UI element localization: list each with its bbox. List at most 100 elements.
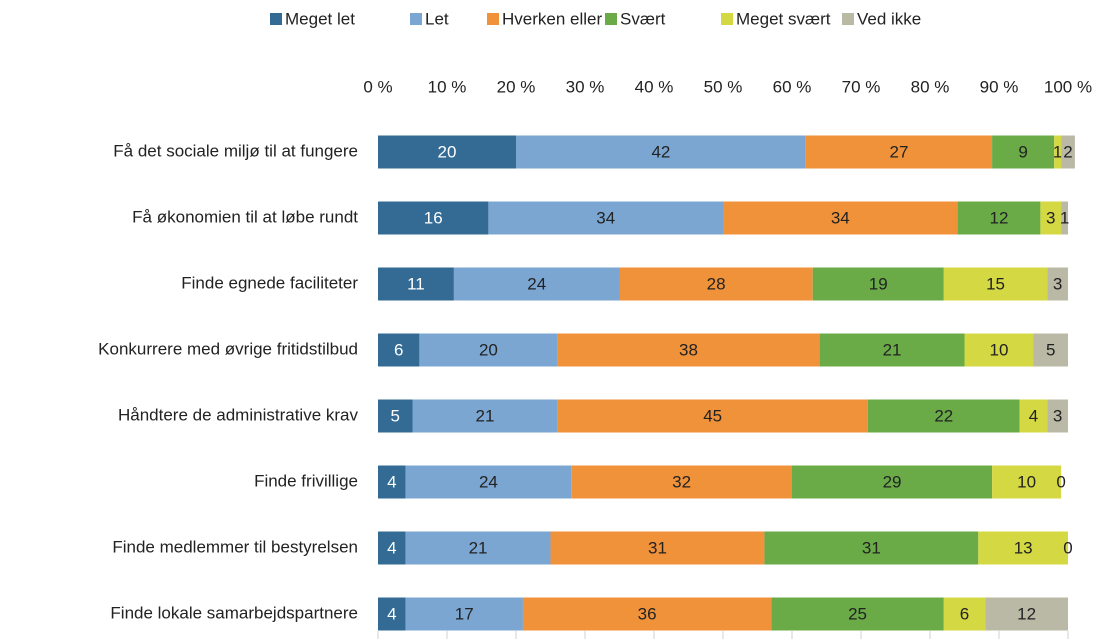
data-label: 4 (387, 472, 396, 491)
x-tick-label: 70 % (842, 77, 881, 96)
y-tick-label: Finde medlemmer til bestyrelsen (112, 537, 358, 556)
data-label: 11 (407, 274, 425, 293)
y-tick-label: Konkurrere med øvrige fritidstilbud (98, 339, 358, 358)
legend-label: Hverken eller (502, 9, 602, 28)
bar-segment (405, 597, 523, 631)
legend-swatch (410, 13, 422, 25)
data-label: 45 (703, 406, 722, 425)
bar-segment (550, 531, 765, 565)
bar-segment (1061, 201, 1068, 235)
data-label: 12 (1017, 604, 1036, 623)
data-label: 27 (889, 142, 908, 161)
data-label: 3 (1053, 274, 1062, 293)
data-label: 21 (883, 340, 902, 359)
bar-segment (867, 399, 1020, 433)
legend-swatch (842, 13, 854, 25)
data-label: 34 (596, 208, 615, 227)
bar-segment (378, 333, 420, 367)
legend-label: Meget let (285, 9, 355, 28)
data-label: 17 (455, 604, 474, 623)
data-label: 19 (869, 274, 888, 293)
legend-label: Meget svært (736, 9, 831, 28)
bar-segment (1047, 399, 1068, 433)
bar-segment (812, 267, 944, 301)
bar-segment (557, 399, 868, 433)
data-label: 1 (1053, 142, 1062, 161)
bar-segment (412, 399, 558, 433)
y-tick-label: Finde frivillige (254, 471, 358, 490)
bar-segment (764, 531, 979, 565)
data-label: 3 (1046, 208, 1055, 227)
bar-segment (723, 201, 958, 235)
bar-segment (978, 531, 1068, 565)
legend-label: Svært (620, 9, 666, 28)
x-tick-label: 20 % (497, 77, 536, 96)
legend-swatch (605, 13, 617, 25)
bar-segment (419, 333, 558, 367)
bar-segment (378, 465, 406, 499)
data-label: 24 (527, 274, 546, 293)
data-label: 4 (387, 538, 396, 557)
bar-segment (522, 597, 772, 631)
bar-segment (378, 267, 454, 301)
x-tick-label: 60 % (773, 77, 812, 96)
data-label: 36 (638, 604, 657, 623)
data-label: 4 (387, 604, 396, 623)
bar-segment (1047, 267, 1068, 301)
bar-segment (1040, 201, 1062, 235)
data-label: 10 (1017, 472, 1036, 491)
x-tick-label: 30 % (566, 77, 605, 96)
bar-segment (1054, 135, 1062, 169)
data-label: 31 (648, 538, 667, 557)
x-tick-label: 0 % (363, 77, 392, 96)
bar-segment (992, 135, 1055, 169)
bar-segment (378, 201, 489, 235)
legend-swatch (270, 13, 282, 25)
y-tick-label: Få det sociale miljø til at fungere (113, 141, 358, 160)
bar-segment (1061, 135, 1075, 169)
bar-segment (964, 333, 1034, 367)
bar-segment (792, 465, 993, 499)
bar-segment (378, 399, 413, 433)
bar-segment (1033, 333, 1068, 367)
data-label: 6 (960, 604, 969, 623)
legend-swatch (721, 13, 733, 25)
y-tick-label: Få økonomien til at løbe rundt (132, 207, 358, 226)
legend-swatch (487, 13, 499, 25)
y-tick-label: Finde lokale samarbejdspartnere (110, 603, 358, 622)
data-label: 38 (679, 340, 698, 359)
data-label: 13 (1014, 538, 1033, 557)
data-label: 1 (1060, 208, 1069, 227)
legend-label: Let (425, 9, 449, 28)
bar-segment (516, 135, 806, 169)
data-label: 28 (707, 274, 726, 293)
bar-segment (488, 201, 723, 235)
data-label: 5 (391, 406, 400, 425)
y-tick-label: Håndtere de administrative krav (118, 405, 359, 424)
bar-segment (378, 135, 516, 169)
data-label: 0 (1063, 538, 1072, 557)
bar-segment (557, 333, 820, 367)
bar-segment (771, 597, 944, 631)
data-label: 25 (848, 604, 867, 623)
x-tick-label: 80 % (911, 77, 950, 96)
data-label: 42 (651, 142, 670, 161)
data-label: 31 (862, 538, 881, 557)
data-label: 6 (394, 340, 403, 359)
bar-segment (378, 597, 406, 631)
data-label: 15 (986, 274, 1005, 293)
bar-segment (405, 465, 572, 499)
data-label: 34 (831, 208, 850, 227)
data-label: 9 (1018, 142, 1027, 161)
bar-segment (957, 201, 1041, 235)
bar-segment (985, 597, 1068, 631)
data-label: 16 (424, 208, 443, 227)
data-label: 21 (469, 538, 488, 557)
data-label: 32 (672, 472, 691, 491)
bar-segment (819, 333, 965, 367)
bar-segment (378, 531, 406, 565)
x-tick-label: 40 % (635, 77, 674, 96)
x-tick-label: 10 % (428, 77, 467, 96)
bar-segment (453, 267, 620, 301)
